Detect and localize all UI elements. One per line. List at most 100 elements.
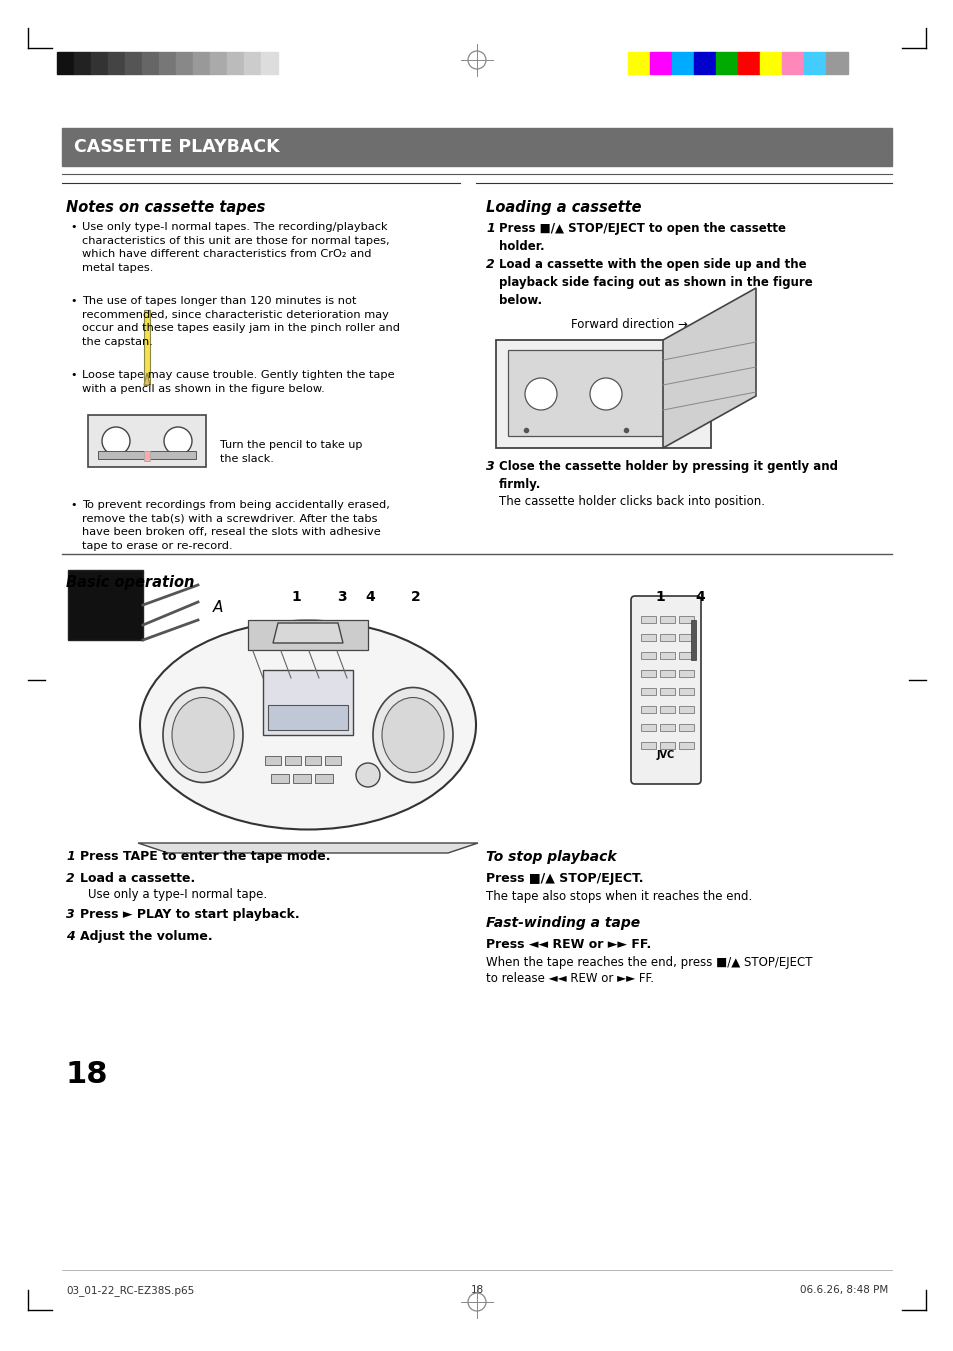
Bar bbox=[640, 634, 656, 640]
Bar bbox=[659, 653, 675, 659]
Text: Press ■/▲ STOP/EJECT.: Press ■/▲ STOP/EJECT. bbox=[485, 871, 643, 885]
Text: Use only a type-I normal tape.: Use only a type-I normal tape. bbox=[88, 888, 267, 901]
Bar bbox=[325, 757, 340, 765]
Bar bbox=[159, 51, 175, 74]
Text: Adjust the volume.: Adjust the volume. bbox=[80, 929, 213, 943]
Polygon shape bbox=[138, 843, 477, 852]
Text: 1: 1 bbox=[291, 590, 300, 604]
Text: Load a cassette.: Load a cassette. bbox=[80, 871, 195, 885]
Text: 1: 1 bbox=[66, 850, 74, 863]
Text: Press ► PLAY to start playback.: Press ► PLAY to start playback. bbox=[80, 908, 299, 921]
Bar bbox=[640, 707, 656, 713]
Bar bbox=[649, 51, 671, 74]
Text: Notes on cassette tapes: Notes on cassette tapes bbox=[66, 200, 265, 215]
Bar bbox=[803, 51, 825, 74]
Bar bbox=[659, 688, 675, 694]
Bar bbox=[285, 757, 301, 765]
Text: Forward direction →: Forward direction → bbox=[571, 317, 687, 331]
Text: 4: 4 bbox=[66, 929, 74, 943]
Bar bbox=[293, 774, 311, 784]
Text: •: • bbox=[70, 500, 76, 509]
Bar bbox=[144, 451, 150, 461]
Bar bbox=[659, 616, 675, 623]
Bar bbox=[640, 670, 656, 677]
Bar bbox=[640, 688, 656, 694]
Text: Close the cassette holder by pressing it gently and
firmly.: Close the cassette holder by pressing it… bbox=[498, 459, 837, 490]
Text: 2: 2 bbox=[485, 258, 495, 272]
Bar bbox=[679, 688, 693, 694]
Bar bbox=[265, 757, 281, 765]
Bar bbox=[659, 707, 675, 713]
Bar bbox=[248, 620, 368, 650]
Bar bbox=[659, 742, 675, 748]
Text: to release ◄◄ REW or ►► FF.: to release ◄◄ REW or ►► FF. bbox=[485, 971, 654, 985]
Text: To stop playback: To stop playback bbox=[485, 850, 616, 865]
Bar bbox=[640, 742, 656, 748]
Bar bbox=[193, 51, 210, 74]
Bar bbox=[305, 757, 320, 765]
Text: Press TAPE to enter the tape mode.: Press TAPE to enter the tape mode. bbox=[80, 850, 330, 863]
Text: Loading a cassette: Loading a cassette bbox=[485, 200, 640, 215]
Bar bbox=[142, 51, 159, 74]
Text: 03_01-22_RC-EZ38S.p65: 03_01-22_RC-EZ38S.p65 bbox=[66, 1285, 194, 1296]
Text: Use only type-I normal tapes. The recording/playback
characteristics of this uni: Use only type-I normal tapes. The record… bbox=[82, 222, 389, 273]
Bar bbox=[679, 616, 693, 623]
Bar bbox=[760, 51, 781, 74]
Bar bbox=[781, 51, 803, 74]
Text: 1: 1 bbox=[655, 590, 664, 604]
Text: 3: 3 bbox=[66, 908, 74, 921]
Text: Press ◄◄ REW or ►► FF.: Press ◄◄ REW or ►► FF. bbox=[485, 938, 651, 951]
Bar bbox=[271, 774, 289, 784]
Bar bbox=[738, 51, 760, 74]
Bar bbox=[507, 350, 662, 436]
Bar bbox=[125, 51, 142, 74]
Bar bbox=[825, 51, 847, 74]
Bar bbox=[175, 51, 193, 74]
Text: 2: 2 bbox=[411, 590, 420, 604]
Text: Basic operation: Basic operation bbox=[66, 576, 194, 590]
Bar bbox=[314, 774, 333, 784]
Text: The cassette holder clicks back into position.: The cassette holder clicks back into pos… bbox=[498, 494, 764, 508]
Bar bbox=[91, 51, 108, 74]
Text: 3: 3 bbox=[336, 590, 347, 604]
Bar bbox=[144, 309, 150, 385]
Bar bbox=[98, 451, 195, 459]
Text: 18: 18 bbox=[66, 1061, 109, 1089]
Text: Loose tape may cause trouble. Gently tighten the tape
with a pencil as shown in : Loose tape may cause trouble. Gently tig… bbox=[82, 370, 395, 393]
Bar bbox=[68, 570, 143, 640]
Text: •: • bbox=[70, 370, 76, 380]
Text: A: A bbox=[213, 600, 223, 616]
Text: •: • bbox=[70, 296, 76, 305]
Bar bbox=[227, 51, 244, 74]
Bar bbox=[671, 51, 693, 74]
Ellipse shape bbox=[140, 620, 476, 830]
Text: 4: 4 bbox=[365, 590, 375, 604]
Bar bbox=[659, 670, 675, 677]
Bar bbox=[716, 51, 738, 74]
Polygon shape bbox=[273, 623, 343, 643]
Bar bbox=[62, 128, 891, 166]
Bar bbox=[659, 724, 675, 731]
Text: 18: 18 bbox=[470, 1285, 483, 1296]
Bar bbox=[74, 51, 91, 74]
Text: Load a cassette with the open side up and the
playback side facing out as shown : Load a cassette with the open side up an… bbox=[498, 258, 812, 307]
Text: The tape also stops when it reaches the end.: The tape also stops when it reaches the … bbox=[485, 890, 752, 902]
Bar bbox=[690, 620, 696, 661]
Circle shape bbox=[164, 427, 192, 455]
Bar bbox=[268, 705, 348, 730]
Bar bbox=[679, 707, 693, 713]
Bar bbox=[679, 724, 693, 731]
Polygon shape bbox=[662, 288, 755, 449]
Bar bbox=[693, 51, 716, 74]
Bar bbox=[244, 51, 261, 74]
Bar bbox=[640, 724, 656, 731]
Bar bbox=[627, 51, 649, 74]
Bar bbox=[679, 742, 693, 748]
Text: To prevent recordings from being accidentally erased,
remove the tab(s) with a s: To prevent recordings from being acciden… bbox=[82, 500, 390, 551]
Text: Fast-winding a tape: Fast-winding a tape bbox=[485, 916, 639, 929]
Circle shape bbox=[589, 378, 621, 409]
Text: 2: 2 bbox=[66, 871, 74, 885]
Text: 06.6.26, 8:48 PM: 06.6.26, 8:48 PM bbox=[799, 1285, 887, 1296]
Text: 4: 4 bbox=[695, 590, 704, 604]
Bar bbox=[263, 670, 353, 735]
